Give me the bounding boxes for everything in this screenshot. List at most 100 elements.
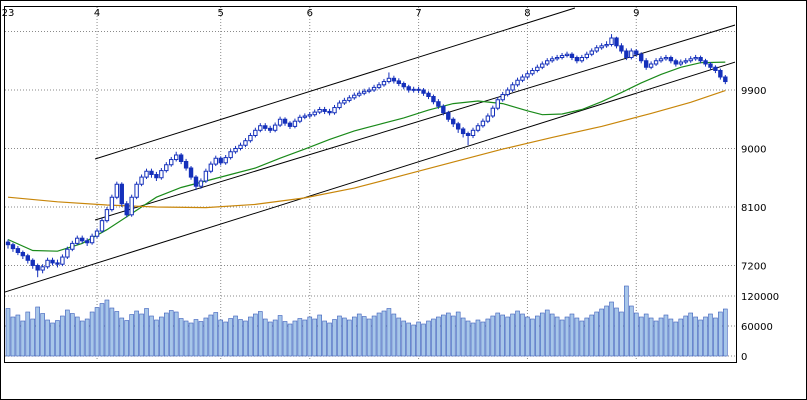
candle-up: [525, 73, 530, 78]
candle-down: [183, 160, 189, 169]
candle-down: [643, 60, 649, 68]
candle-up: [292, 120, 298, 127]
candle-down: [327, 110, 332, 114]
volume-bar: [485, 318, 491, 357]
gridlines: [5, 7, 735, 361]
volume-bar: [609, 301, 614, 357]
candle-up: [530, 70, 535, 75]
volume-bar: [203, 317, 209, 357]
volume-bar: [292, 320, 298, 357]
candle-up: [475, 125, 481, 131]
volume-bar: [619, 311, 624, 357]
candle-down: [634, 50, 639, 55]
volume-bar: [574, 317, 580, 357]
candles: [5, 34, 728, 278]
volume-bar: [45, 319, 50, 357]
volume-bar: [10, 316, 16, 357]
volume-bar: [332, 319, 337, 357]
volume-bar: [594, 311, 599, 357]
volume-bar: [134, 310, 139, 357]
candle-up: [629, 50, 634, 59]
candle-up: [104, 209, 110, 222]
x-axis-label: 7: [415, 8, 421, 19]
volume-bar: [20, 320, 26, 357]
candle-up: [342, 99, 347, 104]
candle-up: [584, 53, 589, 59]
volume-bar: [396, 317, 402, 357]
candle-up: [144, 170, 149, 178]
candle-up: [510, 84, 515, 91]
volume-bar: [465, 320, 471, 357]
candle-up: [559, 55, 565, 59]
candle-down: [188, 167, 194, 178]
candle-up: [688, 58, 693, 62]
candle-down: [35, 264, 40, 271]
volume-bar: [426, 320, 431, 357]
x-axis-label: 4: [94, 8, 100, 19]
volume-bar: [668, 318, 674, 357]
channel-upper-line: [94, 7, 576, 160]
candle-down: [178, 154, 184, 162]
x-axis-label: 5: [218, 8, 224, 19]
volume-bar: [178, 318, 184, 357]
volume-bar: [633, 312, 639, 357]
volume-bar: [287, 323, 293, 357]
volume-bar: [638, 316, 644, 357]
candle-up: [357, 92, 362, 96]
volume-bar: [40, 313, 45, 357]
candle-up: [60, 256, 65, 265]
candle-down: [668, 57, 674, 62]
volume-bar: [648, 317, 654, 357]
candle-up: [99, 220, 105, 232]
volume-bar: [713, 317, 718, 357]
candle-down: [460, 128, 466, 135]
candle-up: [470, 129, 476, 136]
candle-up: [109, 196, 115, 211]
volume-bar: [371, 315, 377, 357]
volume-bar: [84, 318, 90, 357]
candle-down: [465, 133, 471, 136]
volume-bar: [421, 323, 426, 357]
volume-bar: [441, 314, 446, 357]
volume-bar: [347, 319, 352, 357]
candle-up: [277, 118, 283, 126]
volume-bar: [698, 319, 703, 357]
volume-bar: [139, 313, 144, 357]
volume-bar: [337, 315, 342, 357]
candle-down: [569, 53, 575, 59]
volume-bar: [173, 311, 179, 357]
candle-up: [45, 259, 50, 268]
candle-down: [619, 45, 624, 52]
candle-down: [639, 53, 644, 62]
candle-up: [159, 170, 164, 179]
volume-bar: [188, 322, 194, 357]
volume-bar: [361, 316, 367, 357]
candle-down: [703, 60, 708, 65]
volume-bar: [297, 318, 303, 357]
volume-bar: [431, 318, 436, 357]
volume-bar: [168, 310, 174, 357]
volume-bar: [5, 308, 11, 357]
candle-up: [663, 57, 669, 60]
volume-bar: [223, 321, 228, 357]
candle-up: [297, 116, 303, 122]
volume-bar: [406, 322, 412, 357]
candle-up: [114, 183, 120, 198]
volume-bar: [500, 314, 506, 357]
candle-up: [505, 89, 510, 96]
candle-up: [213, 157, 218, 165]
volume-bar: [629, 305, 634, 357]
candle-up: [653, 60, 659, 65]
candle-up: [554, 57, 560, 60]
volume-bar: [366, 318, 372, 357]
candle-up: [579, 57, 585, 62]
ma-short-line: [7, 61, 726, 252]
volume-bar: [238, 319, 243, 357]
candle-up: [658, 58, 664, 62]
volume-bar: [539, 312, 545, 357]
candle-down: [416, 88, 421, 91]
volume-bar: [673, 321, 679, 357]
volume-bar: [376, 312, 382, 357]
candle-up: [40, 266, 45, 271]
